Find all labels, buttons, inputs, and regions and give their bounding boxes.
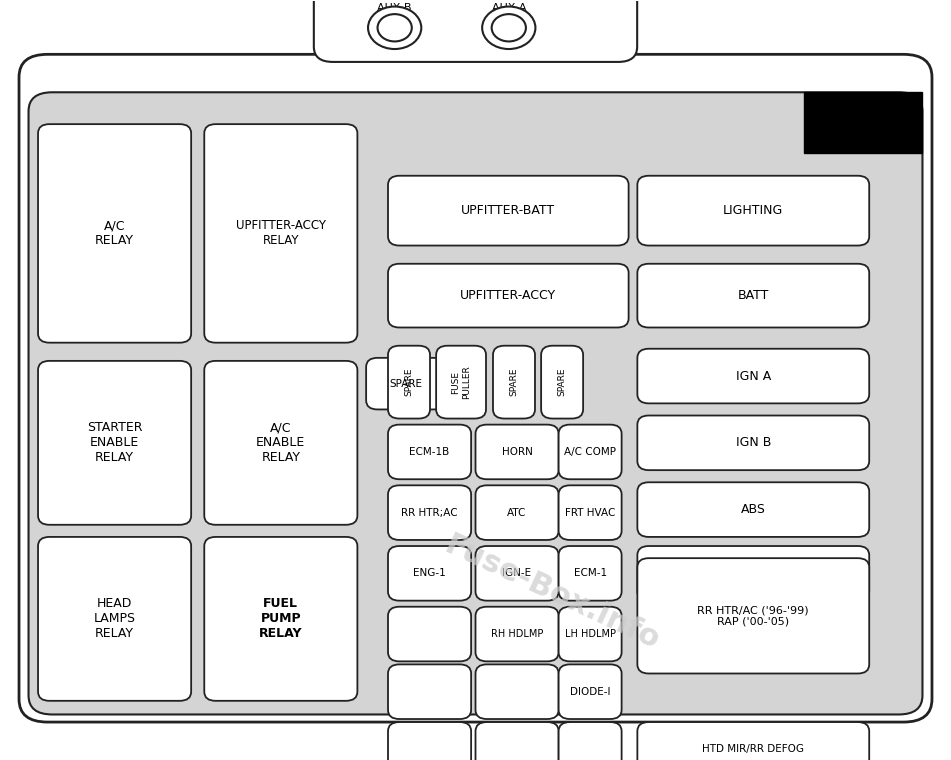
FancyBboxPatch shape xyxy=(476,664,558,719)
Text: HORN: HORN xyxy=(501,447,533,457)
FancyBboxPatch shape xyxy=(388,176,629,245)
FancyBboxPatch shape xyxy=(388,664,471,719)
FancyBboxPatch shape xyxy=(366,358,445,410)
Text: IGN B: IGN B xyxy=(736,436,771,449)
Text: SPARE: SPARE xyxy=(389,378,422,388)
FancyBboxPatch shape xyxy=(29,92,922,714)
Text: Fuse-Box.info: Fuse-Box.info xyxy=(439,530,664,656)
Text: RR HTR/AC ('96-'99)
RAP ('00-'05): RR HTR/AC ('96-'99) RAP ('00-'05) xyxy=(697,605,809,627)
Text: IGN A: IGN A xyxy=(736,369,771,382)
FancyBboxPatch shape xyxy=(388,722,471,760)
FancyBboxPatch shape xyxy=(637,483,869,537)
FancyBboxPatch shape xyxy=(637,722,869,760)
FancyBboxPatch shape xyxy=(314,0,637,62)
FancyBboxPatch shape xyxy=(493,346,535,419)
Text: SPARE: SPARE xyxy=(510,368,518,397)
Text: HEAD
LAMPS
RELAY: HEAD LAMPS RELAY xyxy=(93,597,136,641)
FancyBboxPatch shape xyxy=(637,264,869,328)
Circle shape xyxy=(378,14,412,42)
Text: FUEL
PUMP
RELAY: FUEL PUMP RELAY xyxy=(259,597,302,641)
Text: ECM-1: ECM-1 xyxy=(573,568,607,578)
Text: ATC: ATC xyxy=(508,508,527,518)
FancyBboxPatch shape xyxy=(204,361,358,524)
FancyBboxPatch shape xyxy=(476,486,558,540)
FancyBboxPatch shape xyxy=(19,54,932,722)
FancyBboxPatch shape xyxy=(637,546,869,600)
FancyBboxPatch shape xyxy=(558,425,622,480)
FancyBboxPatch shape xyxy=(637,416,869,470)
FancyBboxPatch shape xyxy=(204,124,358,343)
Circle shape xyxy=(368,7,421,49)
FancyBboxPatch shape xyxy=(476,722,558,760)
Circle shape xyxy=(482,7,535,49)
Bar xyxy=(804,92,922,153)
FancyBboxPatch shape xyxy=(476,425,558,480)
FancyBboxPatch shape xyxy=(558,606,622,661)
FancyBboxPatch shape xyxy=(388,606,471,661)
Text: SPARE: SPARE xyxy=(557,368,567,397)
Text: A/C COMP: A/C COMP xyxy=(564,447,616,457)
FancyBboxPatch shape xyxy=(437,346,486,419)
FancyBboxPatch shape xyxy=(476,546,558,600)
FancyBboxPatch shape xyxy=(637,176,869,245)
FancyBboxPatch shape xyxy=(38,537,191,701)
FancyBboxPatch shape xyxy=(204,537,358,701)
Text: DIODE-I: DIODE-I xyxy=(570,687,611,697)
Text: SPARE: SPARE xyxy=(404,368,414,397)
FancyBboxPatch shape xyxy=(388,264,629,328)
Text: FUSE
PULLER: FUSE PULLER xyxy=(452,366,471,399)
Text: STARTER
ENABLE
RELAY: STARTER ENABLE RELAY xyxy=(87,421,143,464)
Text: UPFITTER-ACCY: UPFITTER-ACCY xyxy=(460,289,556,302)
FancyBboxPatch shape xyxy=(637,349,869,404)
FancyBboxPatch shape xyxy=(476,606,558,661)
FancyBboxPatch shape xyxy=(558,546,622,600)
FancyBboxPatch shape xyxy=(558,722,622,760)
FancyBboxPatch shape xyxy=(38,124,191,343)
FancyBboxPatch shape xyxy=(558,486,622,540)
FancyBboxPatch shape xyxy=(558,664,622,719)
FancyBboxPatch shape xyxy=(541,346,583,419)
FancyBboxPatch shape xyxy=(38,361,191,524)
Text: ENG-1: ENG-1 xyxy=(413,568,446,578)
Text: UPFITTER-ACCY
RELAY: UPFITTER-ACCY RELAY xyxy=(236,220,326,248)
Text: A/C
RELAY: A/C RELAY xyxy=(95,220,134,248)
Text: AUX A: AUX A xyxy=(492,2,526,13)
Text: UPFITTER-BATT: UPFITTER-BATT xyxy=(461,204,555,217)
Text: IGN-E: IGN-E xyxy=(502,568,532,578)
Text: RR HTR;AC: RR HTR;AC xyxy=(401,508,457,518)
FancyBboxPatch shape xyxy=(388,546,471,600)
Text: HTD MIR/RR DEFOG: HTD MIR/RR DEFOG xyxy=(702,744,805,755)
FancyBboxPatch shape xyxy=(388,486,471,540)
Text: AUX B: AUX B xyxy=(378,2,412,13)
Text: LIGHTING: LIGHTING xyxy=(723,204,784,217)
Text: ECM-1B: ECM-1B xyxy=(410,447,450,457)
FancyBboxPatch shape xyxy=(388,346,430,419)
Text: BATT: BATT xyxy=(738,289,769,302)
Text: RH HDLMP: RH HDLMP xyxy=(491,629,543,639)
Text: ABS: ABS xyxy=(741,503,766,516)
Circle shape xyxy=(492,14,526,42)
Text: A/C
ENABLE
RELAY: A/C ENABLE RELAY xyxy=(256,421,305,464)
FancyBboxPatch shape xyxy=(388,425,471,480)
Text: LH HDLMP: LH HDLMP xyxy=(565,629,615,639)
Text: FRT HVAC: FRT HVAC xyxy=(565,508,615,518)
FancyBboxPatch shape xyxy=(637,558,869,673)
